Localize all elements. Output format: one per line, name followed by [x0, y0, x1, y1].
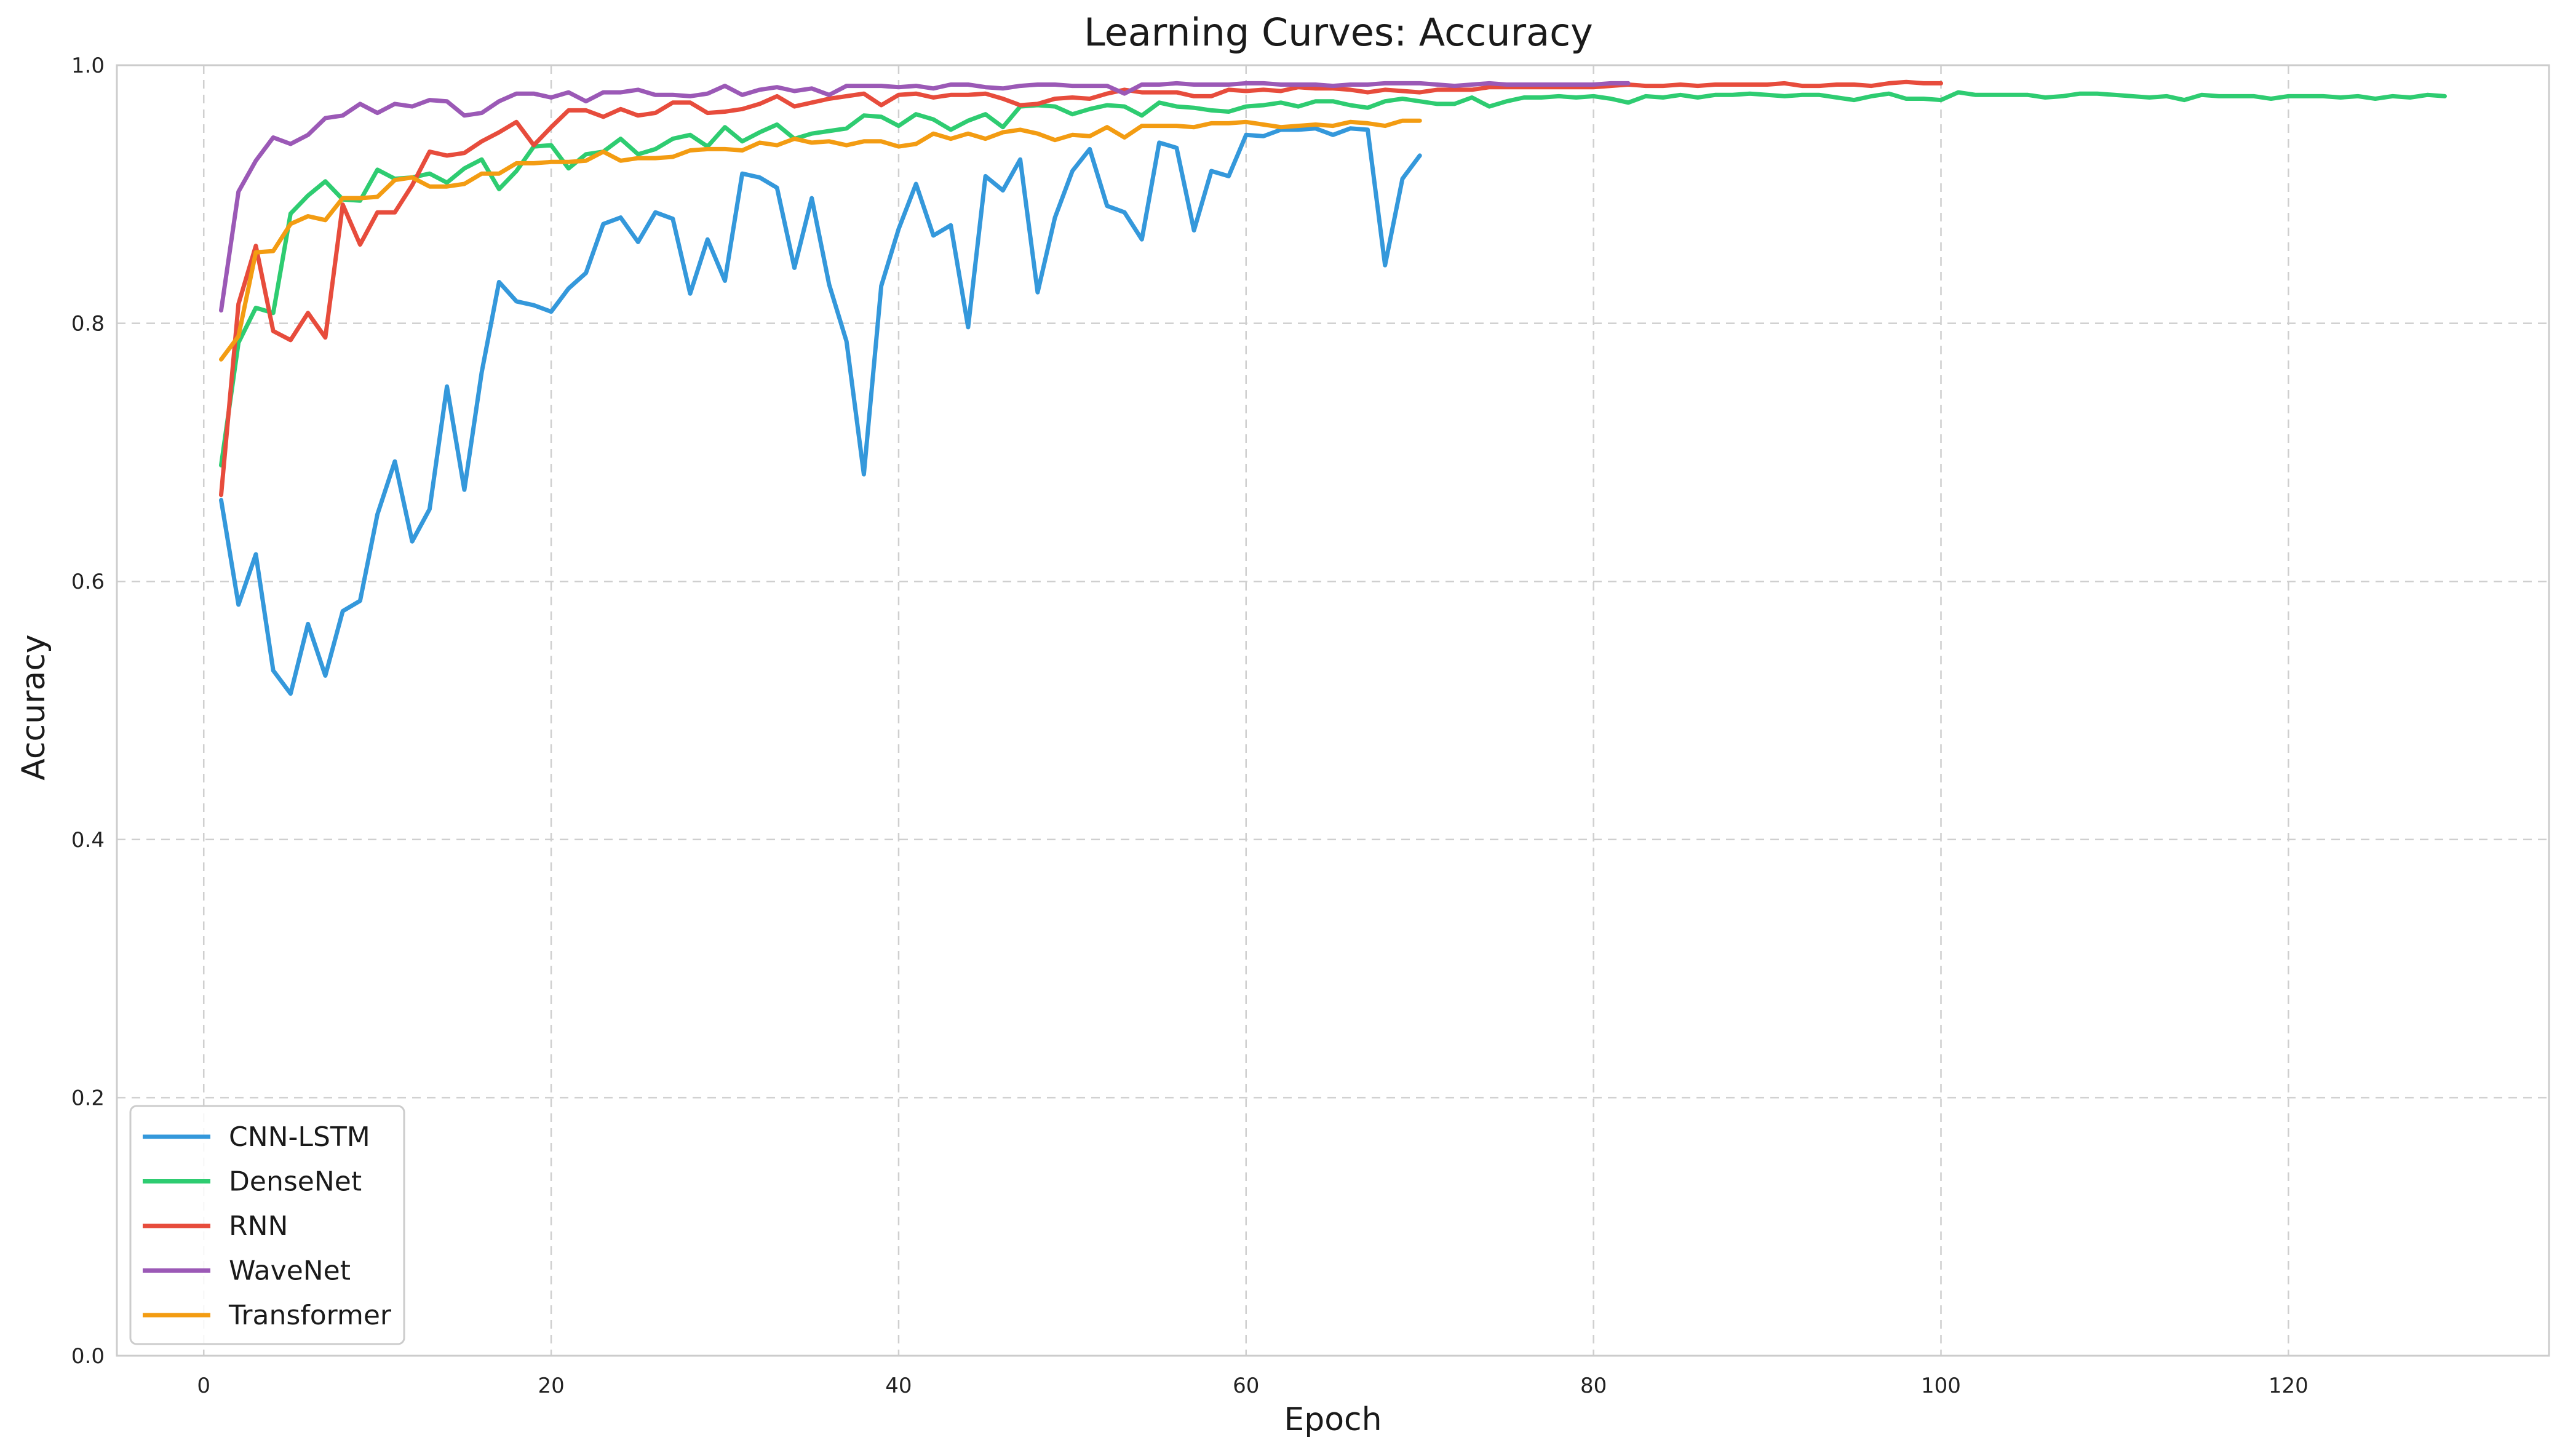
x-axis-label: Epoch — [1284, 1401, 1382, 1438]
x-tick-label: 40 — [885, 1374, 912, 1398]
series-line-densenet — [219, 90, 2447, 467]
legend-label-rnn: RNN — [229, 1211, 288, 1242]
y-tick-label: 0.8 — [71, 312, 105, 336]
legend: CNN-LSTM DenseNet RNN WaveNet Transformer — [129, 1105, 405, 1345]
legend-label-transformer: Transformer — [228, 1300, 392, 1331]
series-line-rnn — [219, 79, 1943, 498]
legend-label-cnn-lstm: CNN-LSTM — [229, 1121, 370, 1153]
series-layer — [219, 79, 2447, 696]
legend-label-densenet: DenseNet — [229, 1166, 362, 1198]
y-tick-label: 0.6 — [71, 570, 105, 594]
series-line-wavenet — [219, 81, 1631, 313]
plot-frame — [116, 64, 2550, 1357]
legend-box — [129, 1105, 405, 1345]
series-line-transformer — [219, 118, 1422, 362]
chart-title: Learning Curves: Accuracy — [1084, 10, 1593, 55]
tick-layer: 0 20 40 60 80 100 120 0.0 0.2 0.4 0.6 0.8 1.0 — [71, 54, 2308, 1398]
y-axis-label: Accuracy — [15, 634, 52, 780]
y-tick-label: 0.4 — [71, 828, 105, 853]
x-tick-label: 0 — [197, 1374, 210, 1398]
series-line-cnn-lstm — [219, 126, 1422, 696]
x-tick-label: 80 — [1580, 1374, 1607, 1398]
x-tick-label: 120 — [2269, 1374, 2308, 1398]
y-tick-label: 0.2 — [71, 1086, 105, 1110]
y-tick-label: 0.0 — [71, 1344, 105, 1369]
legend-label-wavenet: WaveNet — [229, 1255, 351, 1287]
x-tick-label: 20 — [538, 1374, 564, 1398]
x-tick-label: 100 — [1921, 1374, 1961, 1398]
x-tick-label: 60 — [1233, 1374, 1259, 1398]
y-tick-label: 1.0 — [71, 54, 105, 78]
